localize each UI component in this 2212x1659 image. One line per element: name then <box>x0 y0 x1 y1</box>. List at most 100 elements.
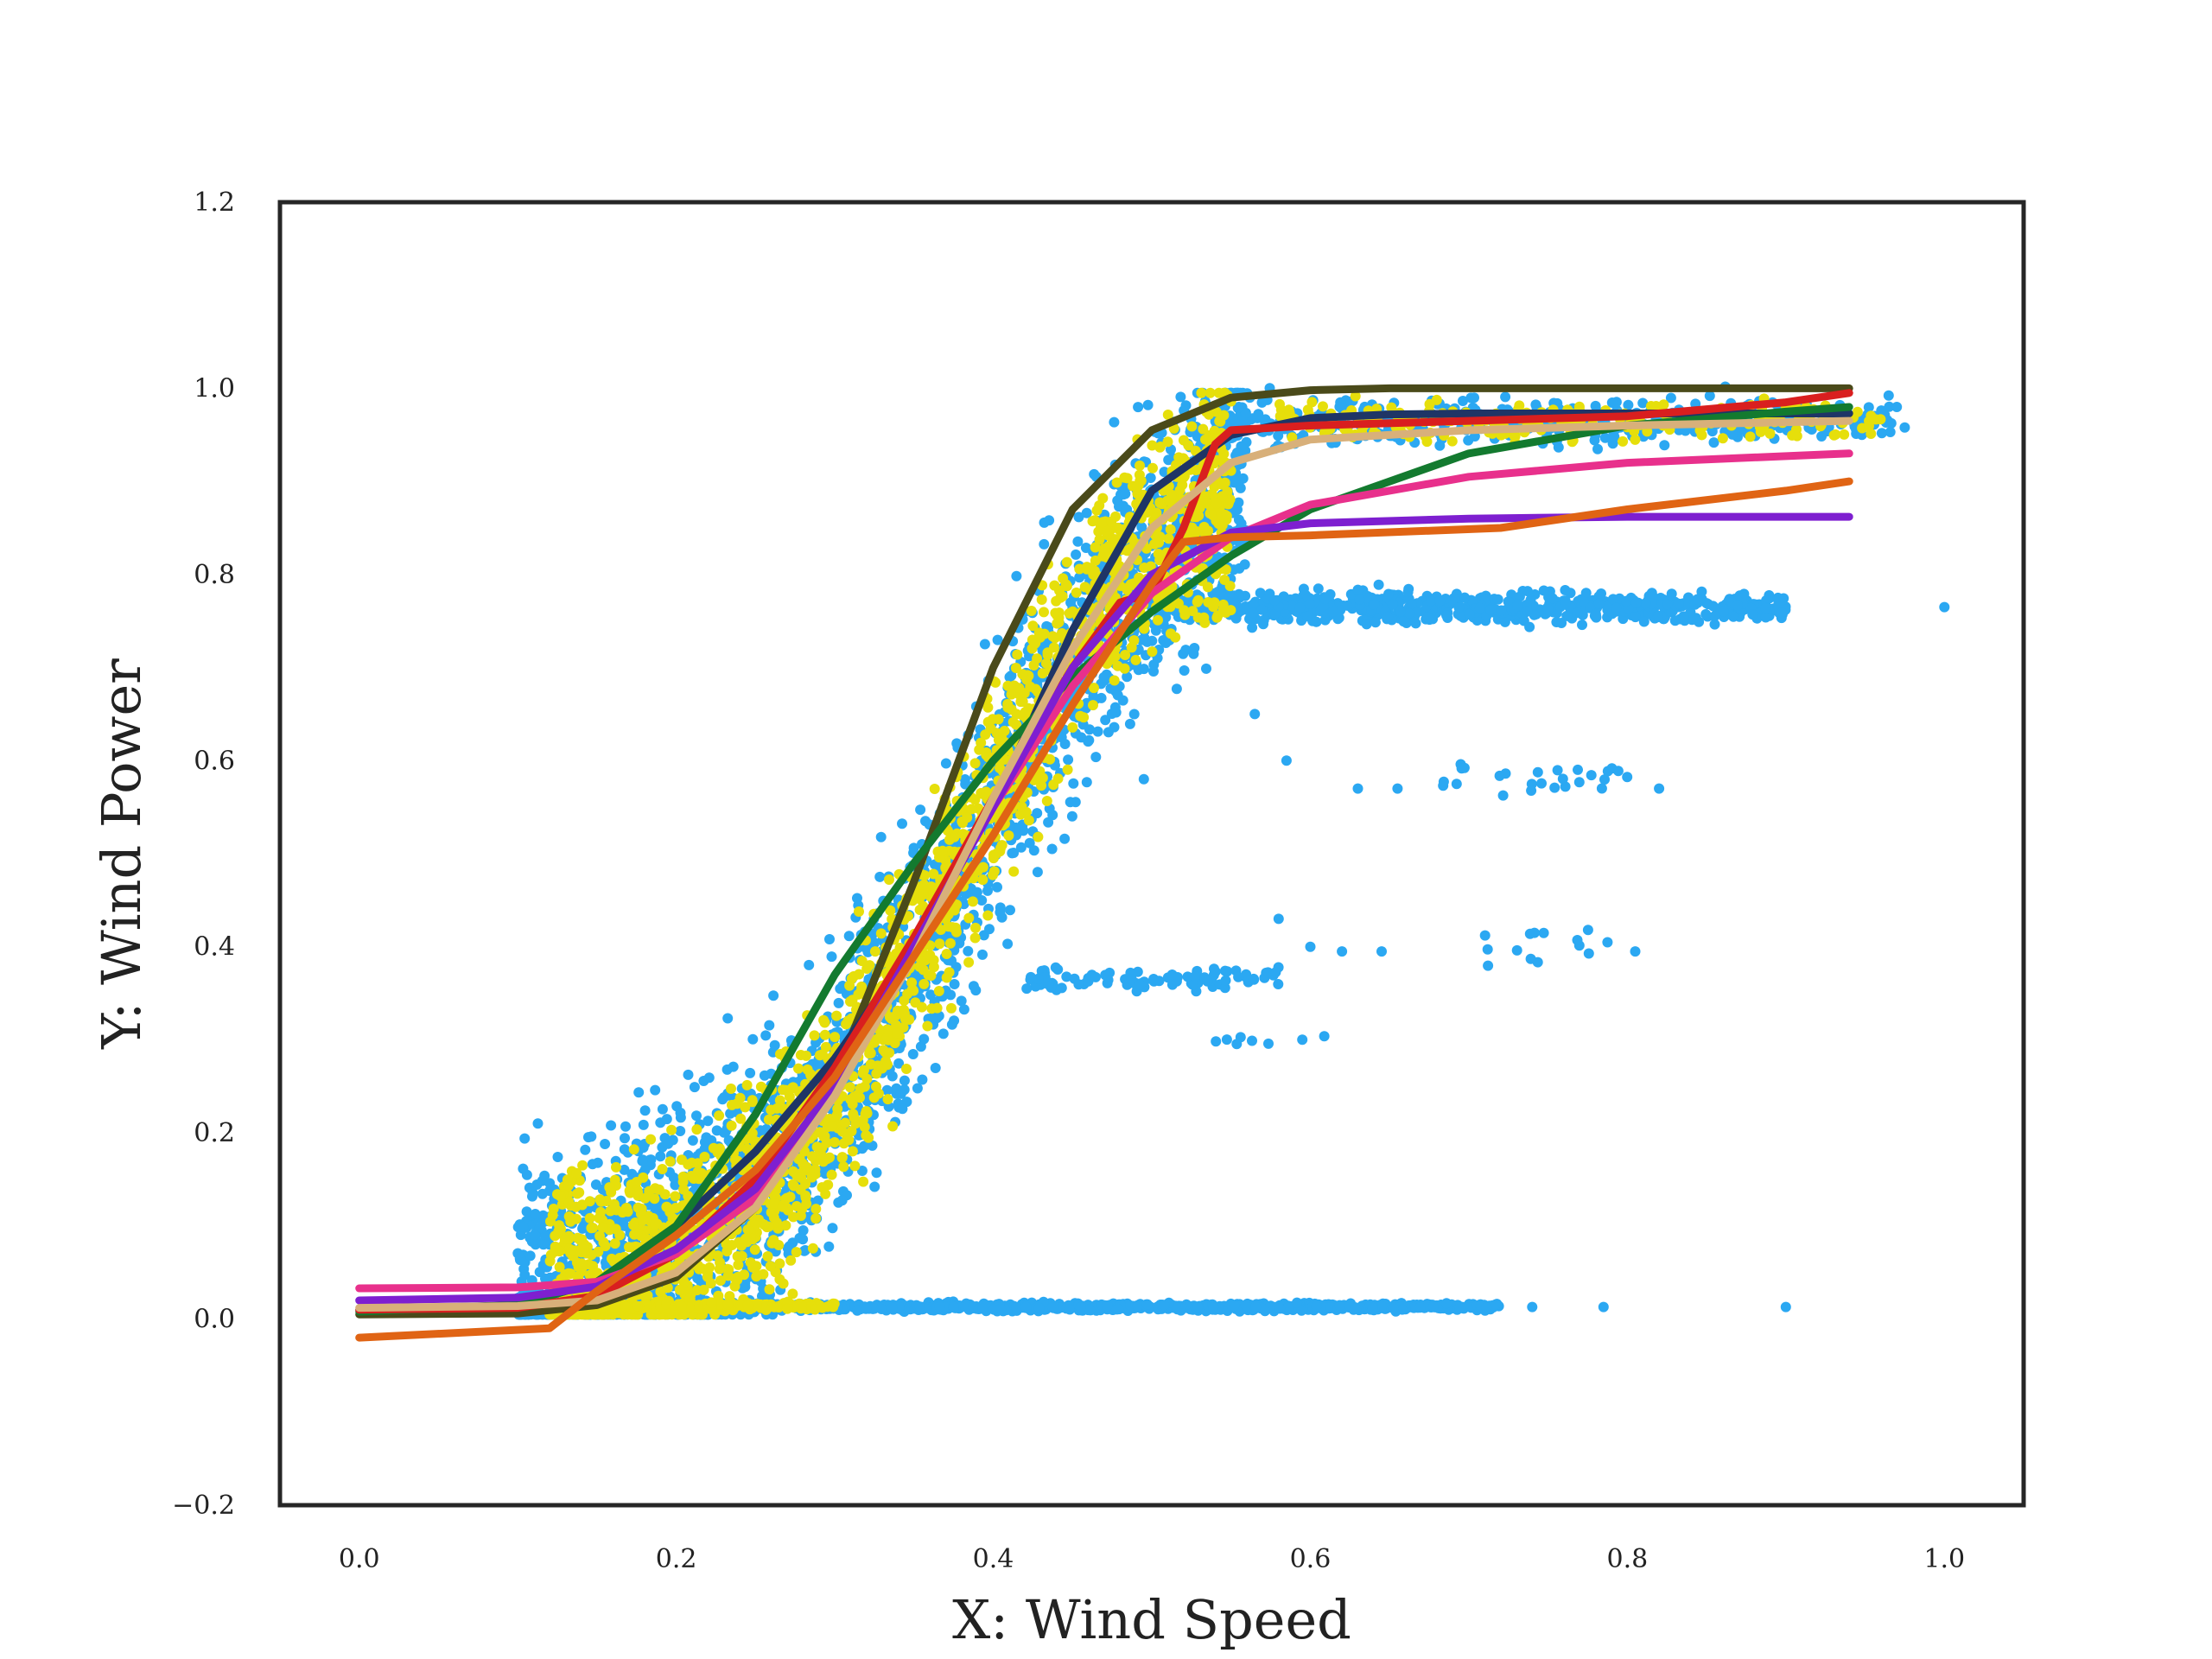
scatter-point <box>887 1071 898 1082</box>
scatter-point <box>852 893 862 904</box>
scatter-point <box>1138 664 1149 675</box>
scatter-point <box>1552 765 1563 776</box>
scatter-point <box>1422 612 1433 623</box>
scatter-point <box>1239 559 1250 570</box>
scatter-point <box>586 1131 597 1142</box>
scatter-point <box>1006 671 1017 681</box>
scatter-point <box>1497 790 1509 801</box>
scatter-point <box>1398 616 1409 627</box>
scatter-point <box>970 985 982 996</box>
scatter-point <box>1247 622 1258 633</box>
scatter-point <box>1662 599 1673 610</box>
scatter-point <box>639 1164 651 1175</box>
scatter-point <box>1032 808 1043 819</box>
scatter-point <box>1081 507 1092 518</box>
scatter-point <box>914 1301 925 1313</box>
scatter-point <box>1536 778 1547 789</box>
scatter-point <box>725 1108 736 1119</box>
scatter-point <box>1659 440 1670 451</box>
scatter-point <box>1370 617 1381 628</box>
scatter-point <box>1654 783 1665 794</box>
scatter-point <box>895 1088 906 1099</box>
scatter-point <box>1263 1038 1274 1049</box>
scatter-point <box>1407 599 1417 610</box>
scatter-point <box>1240 407 1251 418</box>
scatter-point <box>798 1225 809 1236</box>
scatter-point <box>1084 734 1095 746</box>
scatter-point <box>1268 594 1280 606</box>
scatter-point <box>530 1239 541 1250</box>
scatter-point <box>747 1033 759 1045</box>
scatter-point <box>897 1103 908 1115</box>
scatter-point <box>1669 615 1681 626</box>
scatter-point <box>1479 930 1491 941</box>
scatter-point <box>1113 1303 1124 1314</box>
scatter-point <box>1582 925 1593 936</box>
scatter-point <box>638 1119 649 1130</box>
scatter-point <box>768 990 779 1001</box>
scatter-point <box>1135 979 1146 990</box>
scatter-point <box>1166 969 1178 980</box>
scatter-point <box>1032 867 1043 878</box>
scatter-point <box>827 1223 838 1234</box>
scatter-point <box>1352 783 1363 794</box>
scatter-point <box>755 1125 766 1136</box>
scatter-point <box>1081 777 1092 788</box>
scatter-point <box>1008 848 1020 858</box>
scatter-point <box>875 831 887 842</box>
scatter-point <box>1637 397 1649 409</box>
scatter-point <box>745 1067 756 1078</box>
scatter-point <box>1015 842 1027 853</box>
scatter-point <box>874 871 886 882</box>
scatter-point <box>1076 732 1087 743</box>
scatter-point <box>1215 587 1226 598</box>
scatter-point <box>1249 709 1261 720</box>
scatter-point <box>683 1069 694 1080</box>
scatter-point <box>657 1103 668 1115</box>
scatter-point <box>1033 1302 1045 1313</box>
scatter-point <box>977 1303 988 1314</box>
scatter-point <box>1117 695 1128 706</box>
scatter-point <box>1073 512 1084 523</box>
scatter-point <box>1211 1036 1222 1047</box>
scatter-point <box>1286 601 1297 612</box>
scatter-point <box>1361 619 1372 630</box>
scatter-point <box>1692 594 1703 605</box>
scatter-point <box>1256 604 1268 615</box>
scatter-point <box>1883 390 1894 401</box>
scatter-point <box>675 1112 686 1123</box>
scatter-point <box>1154 976 1165 987</box>
scatter-point <box>1179 665 1190 676</box>
scatter-point <box>1233 971 1244 982</box>
scatter-point <box>1236 518 1247 529</box>
scatter-point <box>1319 1031 1330 1042</box>
scatter-point <box>925 989 937 1001</box>
scatter-point <box>1438 776 1449 787</box>
scatter-point <box>1732 600 1743 611</box>
scatter-point <box>1708 437 1719 448</box>
scatter-point <box>1124 718 1135 729</box>
scatter-point <box>1590 400 1601 411</box>
scatter-point <box>1532 766 1543 778</box>
scatter-point <box>1292 1297 1302 1308</box>
scatter-point <box>1592 443 1603 454</box>
scatter-point <box>1612 766 1624 777</box>
scatter-point <box>1718 606 1729 617</box>
scatter-point <box>1302 611 1313 621</box>
scatter-point <box>1388 1303 1399 1314</box>
scatter-point <box>1231 447 1243 458</box>
scatter-point <box>1427 1300 1439 1312</box>
scatter-point <box>1560 585 1571 595</box>
scatter-point <box>984 924 995 935</box>
scatter-point <box>915 804 926 816</box>
scatter-point <box>1180 400 1192 411</box>
scatter-point <box>1248 973 1259 984</box>
scatter-point <box>675 1126 686 1136</box>
scatter-point <box>1778 593 1789 604</box>
scatter-point <box>1522 606 1533 617</box>
scatter-point <box>637 1155 648 1166</box>
scatter-point <box>714 1110 725 1122</box>
scatter-point <box>1367 1303 1378 1313</box>
scatter-point <box>1354 594 1365 605</box>
